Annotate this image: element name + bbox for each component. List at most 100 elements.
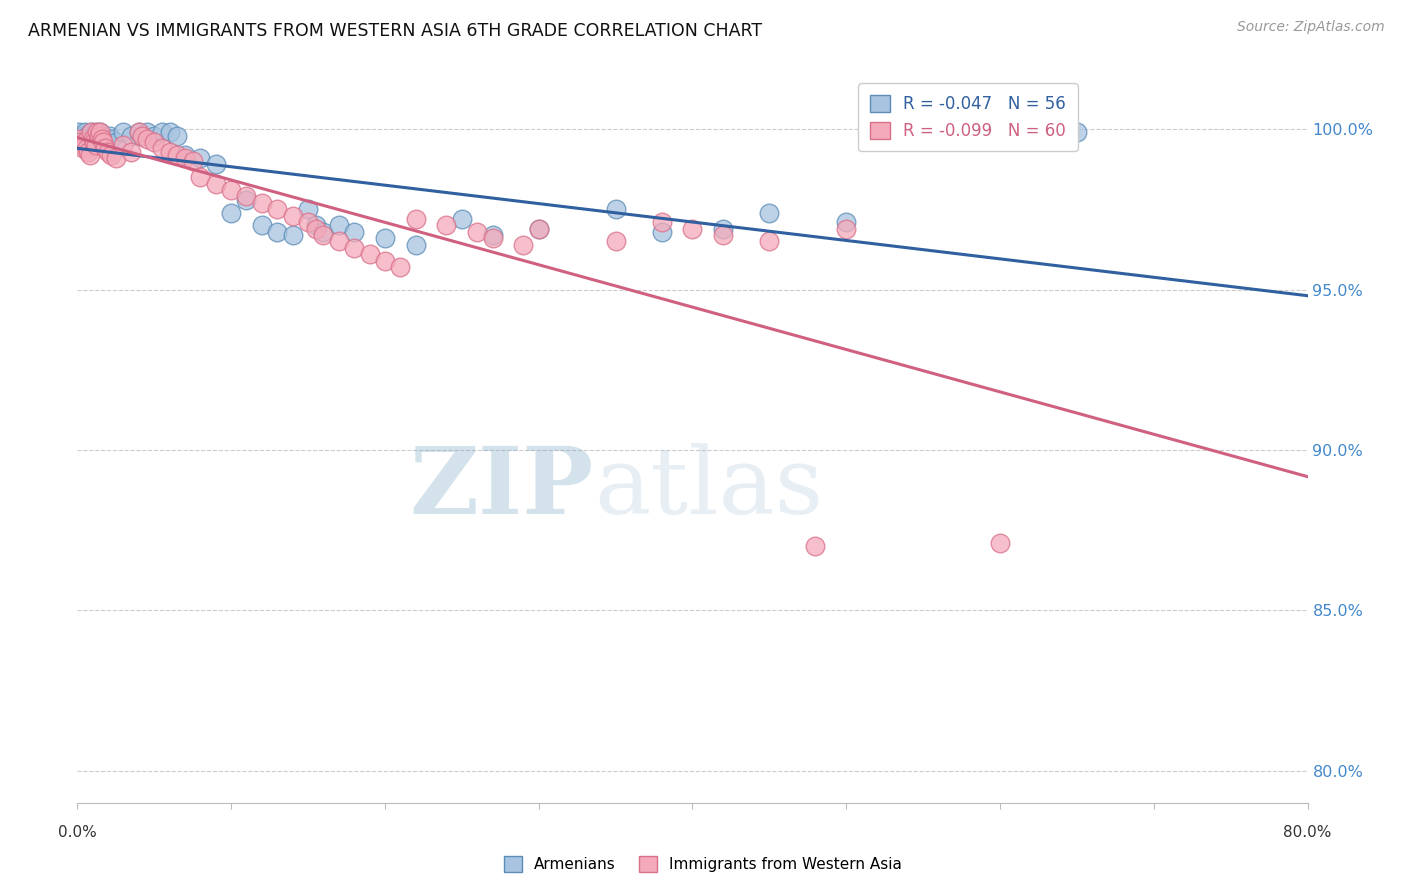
Text: Source: ZipAtlas.com: Source: ZipAtlas.com (1237, 20, 1385, 34)
Point (235, 193, 257, 207)
Point (181, 154, 204, 169)
Point (835, 215, 858, 229)
Point (204, 177, 226, 191)
Point (97, 145, 120, 159)
Point (481, 227, 503, 242)
Point (312, 227, 335, 242)
Point (131, 128, 153, 143)
Point (100, 132, 122, 146)
Point (77, 145, 100, 159)
Point (512, 237, 534, 252)
Point (120, 145, 142, 159)
Point (143, 135, 166, 149)
Point (297, 215, 319, 229)
Point (835, 221, 858, 235)
Point (605, 235, 627, 249)
Point (188, 170, 212, 185)
Point (527, 221, 550, 235)
Legend: Armenians, Immigrants from Western Asia: Armenians, Immigrants from Western Asia (496, 848, 910, 880)
Point (266, 202, 288, 217)
Point (120, 128, 142, 143)
Point (79, 138, 101, 153)
Point (98, 128, 121, 143)
Point (328, 235, 350, 249)
Point (77, 132, 100, 146)
Point (83, 135, 105, 149)
Point (97, 135, 120, 149)
Point (374, 231, 396, 245)
Point (131, 128, 153, 143)
Point (465, 225, 488, 239)
Point (67, 132, 90, 146)
Text: ZIP: ZIP (409, 443, 595, 533)
Point (281, 209, 304, 223)
Point (128, 125, 150, 139)
Point (82, 128, 104, 143)
Point (86, 128, 108, 143)
Point (804, 539, 827, 553)
Point (188, 151, 212, 165)
Point (70, 128, 93, 143)
Point (758, 205, 780, 219)
Point (150, 125, 173, 139)
Point (90, 128, 114, 143)
Point (312, 225, 335, 239)
Point (758, 235, 780, 249)
Text: 0.0%: 0.0% (58, 825, 97, 840)
Point (72, 135, 94, 149)
Point (204, 157, 226, 171)
Point (67, 125, 90, 139)
Point (93, 135, 115, 149)
Point (128, 125, 150, 139)
Text: 80.0%: 80.0% (1284, 825, 1331, 840)
Point (297, 202, 319, 217)
Point (94, 141, 117, 155)
Point (104, 151, 127, 165)
Point (135, 125, 157, 139)
Point (135, 132, 157, 146)
Point (374, 253, 396, 268)
Point (100, 148, 122, 162)
Point (112, 125, 135, 139)
Point (343, 241, 366, 255)
Point (450, 211, 472, 226)
Point (112, 138, 135, 153)
Point (79, 148, 101, 162)
Point (104, 135, 127, 149)
Point (250, 219, 273, 233)
Point (150, 141, 173, 155)
Point (651, 215, 673, 229)
Point (219, 183, 242, 197)
Point (266, 225, 288, 239)
Point (159, 125, 181, 139)
Point (73, 135, 96, 149)
Point (80, 125, 103, 139)
Point (436, 219, 458, 233)
Point (94, 132, 117, 146)
Point (84, 138, 107, 153)
Point (174, 148, 197, 162)
Point (87, 128, 110, 143)
Point (405, 237, 427, 252)
Point (70, 138, 93, 153)
Point (166, 148, 188, 162)
Point (69, 132, 91, 146)
Point (84, 125, 107, 139)
Point (76, 141, 98, 155)
Point (305, 219, 328, 233)
Point (250, 195, 273, 210)
Point (682, 221, 704, 235)
Point (711, 227, 734, 242)
Point (166, 128, 188, 143)
Point (988, 536, 1011, 550)
Point (143, 128, 166, 143)
Point (89, 125, 111, 139)
Point (72, 141, 94, 155)
Point (343, 225, 366, 239)
Point (87, 132, 110, 146)
Point (159, 145, 181, 159)
Point (73, 125, 96, 139)
Legend: R = -0.047   N = 56, R = -0.099   N = 60: R = -0.047 N = 56, R = -0.099 N = 60 (859, 83, 1078, 152)
Point (83, 132, 105, 146)
Point (86, 125, 108, 139)
